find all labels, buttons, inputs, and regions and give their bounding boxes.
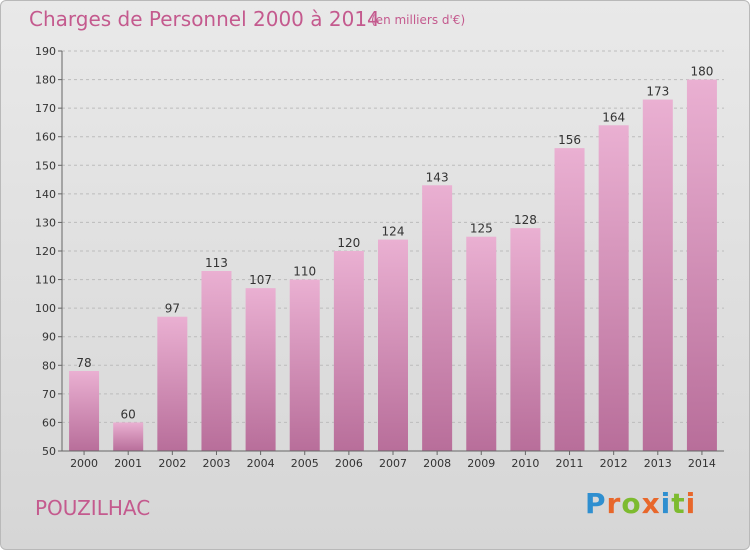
bar [201, 271, 232, 451]
bar [113, 422, 144, 451]
y-tick-label: 70 [42, 388, 56, 401]
y-tick-label: 60 [42, 416, 56, 429]
bar [289, 279, 320, 451]
bar-value-label: 107 [249, 273, 272, 287]
x-tick-label: 2000 [70, 457, 98, 470]
x-tick-label: 2003 [202, 457, 230, 470]
x-tick-label: 2007 [379, 457, 407, 470]
y-tick-label: 160 [35, 131, 56, 144]
bar-value-label: 78 [76, 356, 91, 370]
y-tick-label: 90 [42, 331, 56, 344]
bar-value-label: 97 [165, 302, 180, 316]
y-tick-label: 50 [42, 445, 56, 458]
x-tick-label: 2011 [556, 457, 584, 470]
bar [422, 185, 453, 452]
y-tick-label: 100 [35, 302, 56, 315]
bar [686, 79, 717, 452]
x-tick-label: 2008 [423, 457, 451, 470]
bar-value-label: 156 [558, 133, 581, 147]
chart-title: Charges de Personnel 2000 à 2014 [29, 7, 380, 31]
bar-value-label: 113 [205, 256, 228, 270]
x-tick-label: 2004 [247, 457, 275, 470]
bar-value-label: 128 [514, 213, 537, 227]
bar-value-label: 60 [121, 407, 136, 421]
x-tick-label: 2006 [335, 457, 363, 470]
x-tick-label: 2010 [511, 457, 539, 470]
bar [554, 148, 585, 451]
y-tick-label: 80 [42, 359, 56, 372]
x-tick-label: 2009 [467, 457, 495, 470]
x-tick-label: 2012 [600, 457, 628, 470]
bar-value-label: 125 [470, 222, 493, 236]
x-tick-label: 2002 [158, 457, 186, 470]
y-tick-label: 190 [35, 45, 56, 58]
y-tick-label: 130 [35, 216, 56, 229]
bar-value-label: 173 [646, 85, 669, 99]
bar-value-label: 110 [293, 265, 316, 279]
x-tick-label: 2014 [688, 457, 716, 470]
x-tick-label: 2001 [114, 457, 142, 470]
x-tick-label: 2013 [644, 457, 672, 470]
bar [157, 316, 188, 451]
bar [69, 371, 100, 451]
bar [333, 251, 364, 451]
bar [510, 228, 541, 451]
bar-value-label: 120 [337, 236, 360, 250]
y-tick-label: 180 [35, 74, 56, 87]
bar [245, 288, 276, 451]
y-tick-label: 110 [35, 274, 56, 287]
chart-subtitle: (en milliers d'€) [371, 13, 466, 27]
x-tick-label: 2005 [291, 457, 319, 470]
bar-value-label: 124 [382, 225, 405, 239]
y-tick-label: 120 [35, 245, 56, 258]
bar-value-label: 180 [690, 65, 713, 79]
y-tick-label: 150 [35, 159, 56, 172]
bar [598, 125, 629, 452]
commune-name: POUZILHAC [35, 496, 151, 520]
bar [642, 99, 673, 452]
bar-value-label: 143 [426, 170, 449, 184]
y-tick-label: 140 [35, 188, 56, 201]
y-tick-label: 170 [35, 102, 56, 115]
bar-value-label: 164 [602, 110, 625, 124]
bar [466, 236, 497, 451]
proxiti-logo: Proxiti [585, 487, 697, 520]
bar [378, 239, 408, 451]
